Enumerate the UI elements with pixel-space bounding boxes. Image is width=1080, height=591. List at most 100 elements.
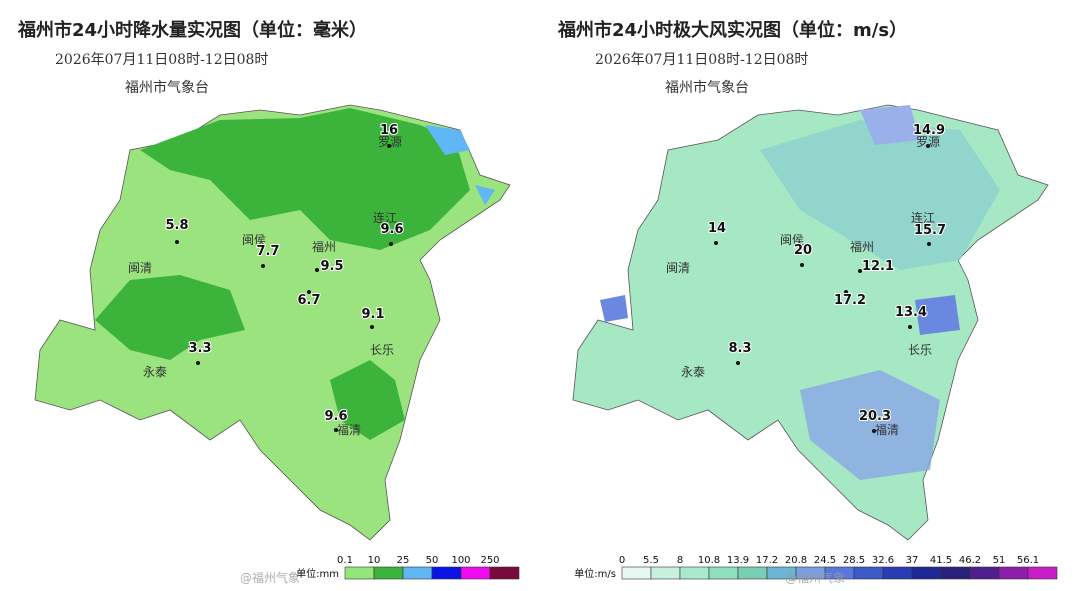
legend-box [882, 566, 913, 580]
city-label: 长乐 [370, 343, 394, 357]
station-value: 14 [708, 221, 726, 236]
city-label: 闽侯 [780, 233, 804, 247]
legend-tick: 5.5 [643, 555, 659, 566]
legend-tick: 24.5 [814, 555, 836, 566]
city-label: 永泰 [681, 365, 705, 379]
city-label: 福清 [875, 422, 899, 437]
legend-unit: 单位:m/s [574, 567, 616, 580]
legend-box [853, 566, 884, 580]
station-dot [334, 428, 338, 432]
legend-box [402, 566, 433, 580]
station-dot [927, 242, 931, 246]
legend-box [998, 566, 1029, 580]
station-value: 20.3 [859, 409, 891, 424]
legend-box [431, 566, 462, 580]
legend-tick: 56.1 [1017, 555, 1039, 566]
station-value: 17.2 [834, 293, 866, 308]
legend-box [969, 566, 1000, 580]
legend-box [373, 566, 404, 580]
legend-tick: 13.9 [727, 555, 749, 566]
station-dot [307, 290, 311, 294]
city-label: 连江 [373, 210, 397, 225]
city-label: 罗源 [916, 135, 940, 149]
city-label: 永泰 [143, 365, 167, 379]
panel: 福州市24小时降水量实况图（单位：毫米） 2026年07月11日08时-12日0… [17, 19, 367, 96]
city-label: 福州 [312, 239, 336, 254]
legend-box [460, 566, 491, 580]
station-dot [844, 290, 848, 294]
city-label: 闽清 [128, 261, 152, 275]
legend-tick: 17.2 [756, 555, 778, 566]
legend-tick: 10.8 [698, 555, 720, 566]
station-value: 20 [794, 243, 812, 258]
city-label: 闽清 [666, 261, 690, 275]
city-label: 长乐 [908, 343, 932, 357]
station-dot [315, 268, 319, 272]
legend-unit: 单位:mm [296, 567, 339, 580]
legend-box [708, 566, 739, 580]
legend-tick: 0.1 [337, 555, 353, 566]
legend-box [650, 566, 681, 580]
station-dot [858, 269, 862, 273]
station-value: 7.7 [256, 244, 279, 259]
legend-tick: 28.5 [843, 555, 865, 566]
station-value: 5.8 [165, 218, 188, 233]
station-dot [926, 144, 930, 148]
legend-box [1027, 566, 1058, 580]
city-label: 福清 [337, 422, 361, 437]
legend-tick: 100 [451, 555, 470, 566]
legend-tick: 41.5 [930, 555, 952, 566]
station-dot [175, 240, 179, 244]
station-value: 15.7 [914, 223, 946, 238]
city-label: 闽侯 [242, 233, 266, 247]
station-value: 3.3 [188, 341, 211, 356]
station-value: 13.4 [895, 305, 927, 320]
title: 福州市24小时降水量实况图（单位：毫米） [17, 19, 367, 41]
wind-map [572, 104, 1049, 541]
rain-map [34, 104, 511, 541]
legend-tick: 0 [619, 555, 625, 566]
legend-box [679, 566, 710, 580]
station-dot [908, 325, 912, 329]
station-value: 9.6 [380, 222, 403, 237]
legend-box [344, 566, 375, 580]
station-dot [370, 325, 374, 329]
station-dot [872, 429, 876, 433]
legend-tick: 50 [426, 555, 439, 566]
station-value: 14.9 [913, 123, 945, 138]
station-dot [800, 263, 804, 267]
legend-tick: 46.2 [959, 555, 981, 566]
station-value: 16 [380, 123, 398, 138]
legend-box [911, 566, 942, 580]
station-value: 9.6 [324, 409, 347, 424]
watermark: @福州气象 [240, 570, 300, 585]
legend-tick: 37 [906, 555, 919, 566]
legend-box [737, 566, 768, 580]
panel: 福州市24小时极大风实况图（单位：m/s） 2026年07月11日08时-12日… [557, 19, 907, 96]
legend-tick: 32.6 [872, 555, 894, 566]
legend-box [489, 566, 520, 580]
agency: 福州市气象台 [125, 79, 209, 96]
agency: 福州市气象台 [665, 79, 749, 96]
legend-tick: 250 [480, 555, 499, 566]
watermark: @福州气象 [785, 570, 845, 585]
title: 福州市24小时极大风实况图（单位：m/s） [557, 19, 907, 41]
station-dot [389, 242, 393, 246]
city-label: 福州 [850, 239, 874, 254]
station-value: 8.3 [728, 341, 751, 356]
station-value: 9.1 [361, 307, 384, 322]
legend-tick: 20.8 [785, 555, 807, 566]
station-value: 12.1 [862, 259, 894, 274]
station-dot [261, 264, 265, 268]
date: 2026年07月11日08时-12日08时 [595, 52, 808, 68]
city-label: 连江 [911, 210, 935, 225]
date: 2026年07月11日08时-12日08时 [55, 52, 268, 68]
station-dot [387, 144, 391, 148]
legend-box [940, 566, 971, 580]
station-value: 9.5 [320, 259, 343, 274]
legend-tick: 8 [677, 555, 683, 566]
legend-tick: 10 [368, 555, 381, 566]
city-label: 罗源 [378, 135, 402, 149]
legend-tick: 25 [397, 555, 410, 566]
